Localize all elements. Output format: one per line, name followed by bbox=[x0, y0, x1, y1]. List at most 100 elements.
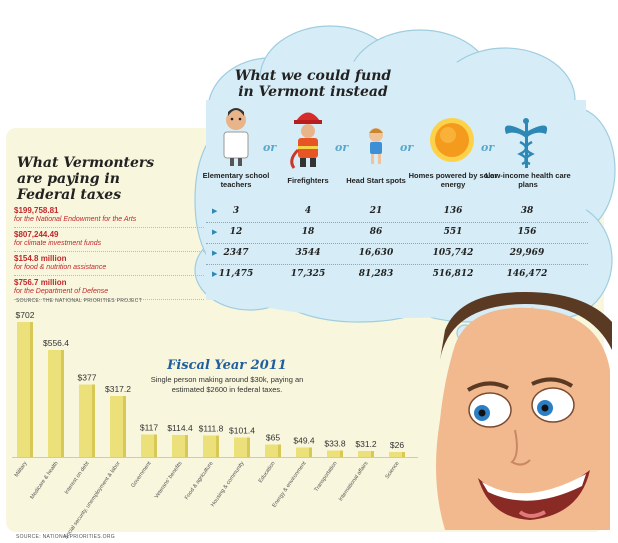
bar-value-label-7: $101.4 bbox=[229, 426, 255, 436]
table-cell: 2347 bbox=[223, 248, 249, 258]
teacher-icon bbox=[223, 108, 249, 166]
child-icon bbox=[369, 128, 383, 164]
bar-7 bbox=[234, 437, 250, 457]
bar-shade-6 bbox=[216, 435, 219, 457]
table-cell: 11,475 bbox=[218, 269, 254, 279]
fund-amount: $756.7 million bbox=[14, 278, 67, 287]
column-label-health-plans: Low-income health care plans bbox=[485, 171, 571, 189]
table-cell: 12 bbox=[229, 227, 243, 237]
table-cell: 18 bbox=[301, 227, 315, 237]
bar-8 bbox=[265, 444, 281, 457]
row-divider bbox=[206, 222, 588, 223]
left-title: What Vermonters are paying in Federal ta… bbox=[17, 155, 155, 203]
fund-amount: $807,244.49 bbox=[14, 230, 59, 239]
bar-value-label-5: $114.4 bbox=[167, 423, 193, 433]
source-note-bottom: SOURCE: NATIONALPRIORITIES.ORG bbox=[16, 534, 115, 540]
bar-3 bbox=[110, 396, 126, 457]
fund-amount: $199,758.81 bbox=[14, 206, 59, 215]
bar-4 bbox=[141, 434, 157, 457]
table-cell: 146,472 bbox=[506, 269, 548, 279]
source-note-top: SOURCE: THE NATIONAL PRIORITIES PROJECT bbox=[16, 298, 143, 304]
table-cell: 29,969 bbox=[509, 248, 545, 258]
bar-1 bbox=[48, 350, 64, 457]
sun-icon bbox=[430, 118, 474, 162]
bar-value-label-1: $556.4 bbox=[43, 338, 69, 348]
bar-shade-7 bbox=[247, 437, 250, 457]
category-label-6: Food & agriculture bbox=[184, 461, 215, 501]
or-label-4: or bbox=[481, 141, 495, 154]
row-divider bbox=[206, 243, 588, 244]
cloud-title: What we could fund in Vermont instead bbox=[234, 68, 392, 100]
bar-shade-8 bbox=[278, 444, 281, 457]
category-label-2: Interest on debt bbox=[64, 460, 91, 495]
arrow-icon: ▶ bbox=[212, 271, 218, 278]
table-cell: 105,742 bbox=[432, 248, 474, 258]
category-label-4: Government bbox=[130, 460, 153, 489]
bar-11 bbox=[358, 451, 374, 457]
bar-0 bbox=[17, 322, 33, 457]
category-label-3: Social security, unemployment & labor bbox=[63, 461, 121, 541]
column-label-head-start: Head Start spots bbox=[346, 176, 406, 185]
category-label-5: Veterans' benefits bbox=[154, 461, 184, 500]
bar-shade-10 bbox=[340, 450, 343, 457]
caduceus-icon bbox=[504, 118, 548, 168]
bar-value-label-10: $33.8 bbox=[324, 439, 346, 449]
table-cell: 3544 bbox=[295, 248, 321, 258]
column-label-firefighters: Firefighters bbox=[287, 176, 329, 185]
or-label-2: or bbox=[335, 141, 349, 154]
bar-value-label-8: $65 bbox=[266, 433, 280, 443]
category-label-10: Transportation bbox=[313, 461, 338, 493]
row-divider bbox=[206, 264, 588, 265]
or-label-1: or bbox=[263, 141, 277, 154]
table-cell: 136 bbox=[443, 206, 463, 216]
bar-shade-3 bbox=[123, 396, 126, 457]
bar-value-label-6: $111.8 bbox=[199, 424, 224, 434]
fund-item: $756.7 million for the Department of Def… bbox=[14, 276, 204, 300]
bar-value-label-4: $117 bbox=[140, 423, 159, 433]
bar-shade-2 bbox=[92, 384, 95, 457]
or-label-3: or bbox=[400, 141, 414, 154]
table-cell: 4 bbox=[304, 206, 312, 216]
fund-description: for climate investment funds bbox=[14, 240, 102, 247]
fund-description: for food & nutrition assistance bbox=[14, 264, 107, 271]
category-label-1: Medicare & health bbox=[29, 461, 59, 501]
fund-description: for the Department of Defense bbox=[14, 288, 109, 295]
table-cell: 516,812 bbox=[432, 269, 474, 279]
category-label-9: Energy & environment bbox=[272, 460, 308, 508]
fiscal-year-subtitle: Single person making around $30k, paying… bbox=[150, 375, 304, 394]
bar-12 bbox=[389, 452, 405, 457]
table-cell: 86 bbox=[369, 227, 383, 237]
bar-shade-12 bbox=[402, 452, 405, 457]
table-cell: 81,283 bbox=[358, 269, 394, 279]
column-label-solar-homes: Homes powered by solar energy bbox=[408, 171, 498, 189]
bar-value-label-0: $702 bbox=[16, 310, 35, 320]
bar-5 bbox=[172, 435, 188, 457]
arrow-icon: ▶ bbox=[212, 250, 218, 257]
table-cell: 17,325 bbox=[290, 269, 326, 279]
bar-10 bbox=[327, 450, 343, 457]
bar-shade-9 bbox=[309, 447, 312, 457]
bar-shade-0 bbox=[30, 322, 33, 457]
category-label-8: Education bbox=[258, 461, 277, 484]
arrow-icon: ▶ bbox=[212, 229, 218, 236]
fund-item: $807,244.49 for climate investment funds bbox=[14, 228, 204, 252]
table-cell: 156 bbox=[517, 227, 537, 237]
category-label-11: International affairs bbox=[338, 461, 370, 503]
bar-9 bbox=[296, 447, 312, 457]
table-cell: 3 bbox=[232, 206, 240, 216]
fund-item: $199,758.81 for the National Endowment f… bbox=[14, 204, 204, 228]
firefighter-icon bbox=[290, 112, 322, 169]
table-cell: 21 bbox=[369, 206, 383, 216]
bar-value-label-12: $26 bbox=[390, 440, 404, 450]
fund-item: $154.8 million for food & nutrition assi… bbox=[14, 252, 204, 276]
bar-shade-5 bbox=[185, 435, 188, 457]
fund-list: $199,758.81 for the National Endowment f… bbox=[14, 204, 204, 300]
bar-shade-11 bbox=[371, 451, 374, 457]
category-label-12: Science bbox=[384, 461, 400, 480]
bar-value-label-9: $49.4 bbox=[293, 436, 315, 446]
table-cell: 38 bbox=[520, 206, 534, 216]
bar-value-label-11: $31.2 bbox=[355, 439, 377, 449]
category-label-7: Housing & community bbox=[210, 461, 246, 508]
